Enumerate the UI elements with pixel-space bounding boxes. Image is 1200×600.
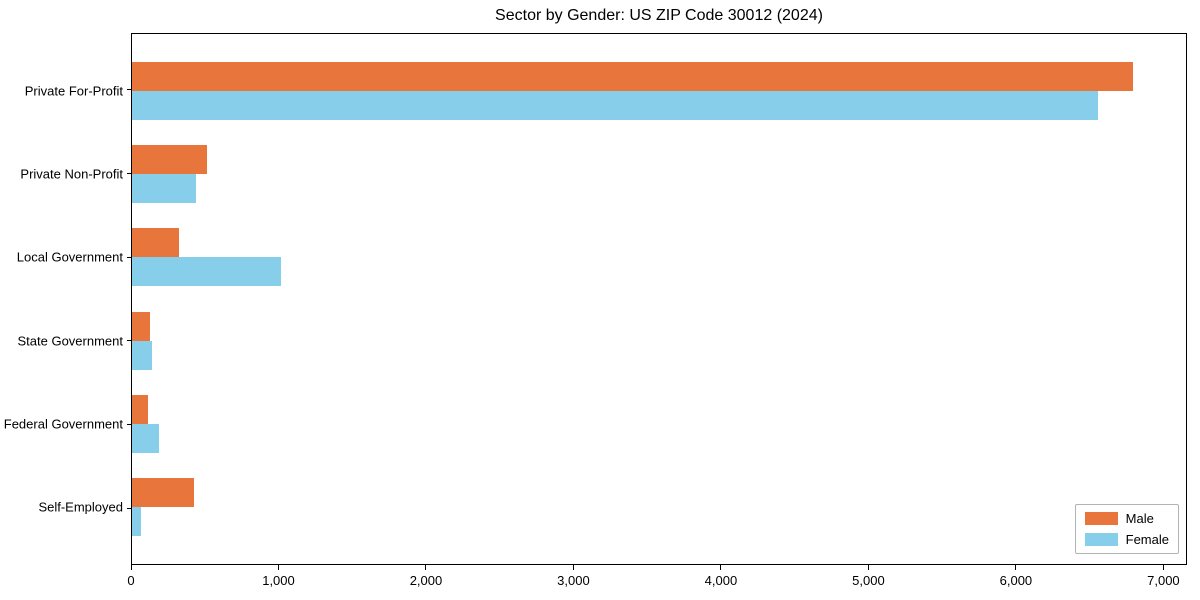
category-label: Self-Employed — [38, 499, 123, 515]
bar-group: Private Non-Profit — [20, 132, 1186, 215]
x-tick-mark — [572, 565, 574, 570]
bar-female — [132, 507, 141, 537]
category-label: Federal Government — [3, 416, 123, 432]
y-tick-mark — [127, 340, 131, 342]
bar-group: Private For-Profit — [25, 49, 1186, 132]
bar-male — [132, 394, 149, 424]
legend-label: Female — [1125, 532, 1169, 547]
legend-item: Female — [1084, 532, 1169, 547]
category-label: State Government — [17, 333, 124, 349]
y-tick-mark — [127, 424, 131, 425]
x-tick-mark — [720, 565, 722, 570]
x-tick-mark — [425, 565, 427, 570]
x-tick-label: 0 — [127, 573, 135, 588]
x-tick-label: 1,000 — [262, 573, 295, 588]
bar-group: Federal Government — [4, 382, 1186, 465]
legend-item: Male — [1084, 511, 1169, 526]
y-tick-mark — [127, 256, 131, 258]
category-label: Private For-Profit — [24, 83, 123, 99]
legend-label: Male — [1125, 511, 1154, 526]
x-tick-mark — [277, 565, 279, 570]
legend: Male Female — [1074, 504, 1179, 554]
x-tick-label: 4,000 — [704, 573, 738, 588]
bar-male — [132, 144, 208, 174]
category-label: Local Government — [16, 249, 123, 265]
bar-female — [132, 90, 1098, 120]
x-tick-label: 7,000 — [1147, 573, 1180, 588]
bar-female — [132, 423, 160, 453]
bar-female — [132, 173, 197, 203]
bar-female — [132, 257, 281, 287]
bar-group: State Government — [18, 299, 1186, 382]
bar-group: Local Government — [17, 216, 1186, 299]
bar-male — [132, 228, 180, 258]
bar-rows: Private For-Profit Private Non-Profit Loca… — [4, 34, 1186, 564]
legend-swatch-male — [1084, 512, 1118, 525]
y-tick-mark — [127, 89, 131, 91]
x-tick-mark — [1162, 565, 1164, 570]
bar-male — [132, 61, 1133, 91]
x-tick-label: 3,000 — [557, 573, 590, 588]
chart-title: Sector by Gender: US ZIP Code 30012 (202… — [495, 7, 823, 24]
x-tick-mark — [867, 565, 869, 570]
x-tick-mark — [1015, 565, 1017, 570]
bar-male — [132, 311, 150, 341]
x-axis-ticks: 0 1,000 2,000 3,000 4,000 5,000 6,000 7,000 — [127, 565, 1187, 595]
category-label: Private Non-Profit — [20, 166, 123, 182]
y-tick-mark — [127, 173, 131, 174]
y-tick-mark — [127, 507, 131, 509]
bar-group: Self-Employed — [38, 466, 1186, 549]
legend-swatch-female — [1084, 533, 1118, 546]
x-tick-label: 5,000 — [852, 573, 885, 588]
plot-area: Private For-Profit Private Non-Profit Loca… — [4, 33, 1187, 565]
x-tick-label: 6,000 — [999, 573, 1033, 588]
x-tick-mark — [130, 565, 132, 570]
bar-female — [132, 340, 152, 370]
x-tick-label: 2,000 — [409, 573, 443, 588]
bar-male — [132, 478, 194, 508]
